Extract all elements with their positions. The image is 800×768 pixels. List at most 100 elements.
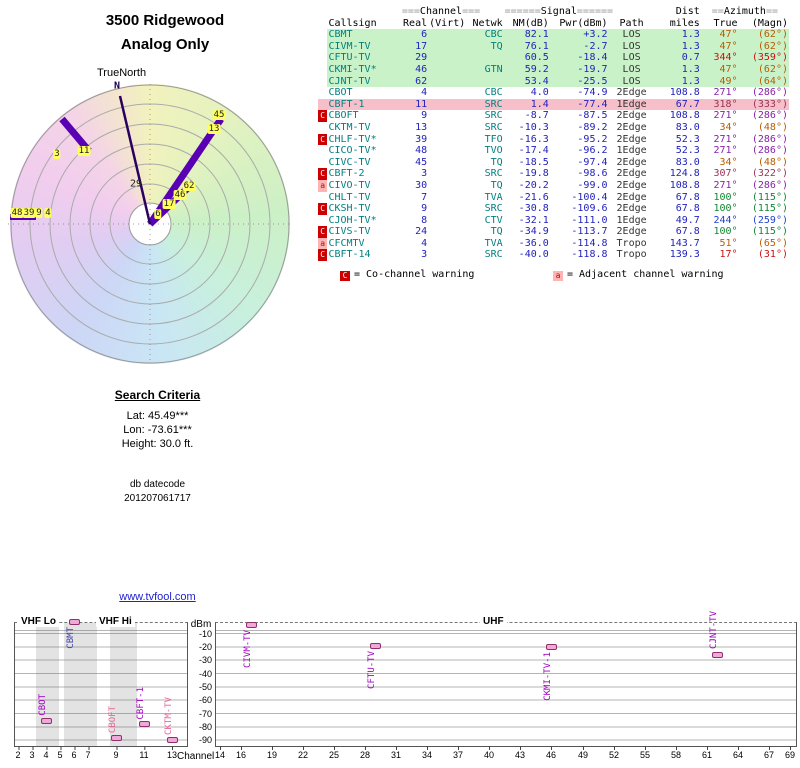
cell-network: TVO [484, 145, 503, 157]
cell-nm-db: 82.1 [524, 29, 549, 41]
warning-marker [318, 87, 327, 99]
cell-azimuth-magn: (48°) [757, 156, 788, 168]
tvfool-link[interactable]: www.tvfool.com [119, 591, 196, 603]
station-label: CBFT-1 [136, 687, 146, 720]
cell-virt-channel [428, 180, 462, 192]
cell-azimuth-magn: (286°) [751, 87, 788, 99]
table-row[interactable]: CHLT-TV 7 TVA -21.6 -100.4 2Edge 67.8 10… [318, 192, 789, 204]
longitude-value: Lon: -73.61*** [123, 424, 192, 436]
cell-pwr-dbm: +3.2 [583, 29, 608, 41]
table-row[interactable]: CBOT 4 CBC 4.0 -74.9 2Edge 108.8 271° (2… [318, 87, 789, 99]
table-row[interactable]: CKTM-TV 13 SRC -10.3 -89.2 2Edge 83.0 34… [318, 122, 789, 134]
cell-real-channel: 4 [421, 87, 428, 99]
table-row[interactable]: a CFCMTV 4 TVA -36.0 -114.8 Tropo 143.7 … [318, 237, 789, 250]
cell-azimuth-magn: (115°) [751, 226, 788, 238]
compass-north-label: N [113, 80, 121, 92]
cell-real-channel: 46 [415, 63, 428, 75]
table-row[interactable]: CBFT-1 11 SRC 1.4 -77.4 1Edge 67.7 318° … [318, 98, 789, 111]
cell-distance-miles: 52.3 [675, 133, 700, 145]
cell-network: TVA [484, 237, 503, 249]
table-row[interactable]: C CBFT-2 3 SRC -19.8 -98.6 2Edge 124.8 3… [318, 168, 789, 180]
y-tick: -90 [198, 735, 212, 745]
cell-network: TVA [484, 191, 503, 203]
cell-virt-channel [428, 145, 462, 157]
cell-distance-miles: 83.0 [675, 156, 700, 168]
height-value: Height: 30.0 ft. [121, 438, 194, 450]
cell-azimuth-true: 271° [713, 179, 738, 191]
cell-azimuth-true: 100° [713, 203, 738, 215]
table-row[interactable]: CBMT 6 CBC 82.1 +3.2 LOS 1.3 47° (62°) [318, 29, 789, 41]
table-row[interactable]: C CBOFT 9 SRC -8.7 -87.5 2Edge 108.8 271… [318, 110, 789, 122]
cell-nm-db: -8.7 [524, 110, 549, 122]
x-tick: 9 [113, 746, 119, 760]
warning-marker: C [318, 168, 328, 180]
cell-azimuth-magn: (259°) [751, 214, 788, 226]
cell-real-channel: 11 [415, 98, 428, 110]
x-tick: 14 [214, 746, 226, 760]
x-tick: 6 [71, 746, 77, 760]
cell-nm-db: 1.4 [530, 98, 549, 110]
cell-pwr-dbm: -89.2 [577, 121, 608, 133]
radar-channel-label: 45 [212, 110, 226, 120]
table-row[interactable]: a CIVO-TV 30 TQ -20.2 -99.0 2Edge 108.8 … [318, 179, 789, 192]
cell-virt-channel [428, 29, 462, 41]
table-row[interactable]: CICO-TV* 48 TVO -17.4 -96.2 1Edge 52.3 2… [318, 145, 789, 157]
y-tick: -20 [198, 642, 212, 652]
table-row[interactable]: C CIVS-TV 24 TQ -34.9 -113.7 2Edge 67.8 … [318, 226, 789, 238]
table-row[interactable]: CIVM-TV 17 TQ 76.1 -2.7 LOS 1.3 47° (62°… [318, 40, 789, 53]
cell-virt-channel [428, 134, 462, 146]
cell-real-channel: 3 [421, 168, 428, 180]
cell-callsign: CIVS-TV [328, 226, 371, 238]
table-row[interactable]: CKMI-TV* 46 GTN 59.2 -19.7 LOS 1.3 47° (… [318, 63, 789, 76]
cell-nm-db: -16.3 [518, 133, 549, 145]
table-row[interactable]: C CKSH-TV 9 SRC -30.8 -109.6 2Edge 67.8 … [318, 203, 789, 215]
gray-band [64, 623, 97, 746]
cell-path: 1Edge [616, 214, 647, 226]
x-tick: 52 [608, 746, 620, 760]
search-criteria: Search Criteria Lat: 45.49*** Lon: -73.6… [75, 388, 240, 451]
warning-marker [318, 40, 328, 53]
cell-callsign: CBOT [328, 87, 353, 99]
cell-real-channel: 24 [415, 226, 428, 238]
cell-pwr-dbm: -98.6 [577, 168, 608, 180]
cell-network: GTN [484, 63, 503, 75]
station-marker [370, 643, 381, 649]
cell-nm-db: -20.2 [518, 179, 549, 191]
cell-nm-db: -36.0 [518, 237, 549, 249]
table-header-groups: ===Channel=== ======Signal====== Dist ==… [318, 6, 789, 18]
cell-nm-db: -40.0 [518, 249, 549, 261]
table-row[interactable]: C CBFT-14 3 SRC -40.0 -118.8 Tropo 139.3… [318, 249, 789, 262]
cell-path: LOS [622, 75, 641, 87]
cell-callsign: CJNT-TV [328, 75, 371, 87]
warning-marker: C [318, 133, 328, 146]
cell-distance-miles: 108.8 [669, 179, 700, 191]
db-datecode: db datecode 201207061717 [75, 478, 240, 506]
y-tick: -60 [198, 695, 212, 705]
cell-nm-db: 53.4 [524, 75, 549, 87]
x-tick: 49 [577, 746, 589, 760]
x-tick: 11 [139, 746, 149, 760]
x-tick: 64 [732, 746, 744, 760]
table-row[interactable]: CIVC-TV 45 TQ -18.5 -97.4 2Edge 83.0 34°… [318, 157, 789, 169]
warning-marker [318, 157, 327, 169]
cell-pwr-dbm: -111.0 [571, 214, 608, 226]
cell-virt-channel [428, 168, 462, 180]
cell-azimuth-true: 47° [719, 40, 738, 52]
table-row[interactable]: CJNT-TV 62 53.4 -25.5 LOS 1.3 49° (64°) [318, 75, 789, 88]
table-row[interactable]: CFTU-TV 29 60.5 -18.4 LOS 0.7 344° (359°… [318, 52, 789, 64]
cell-distance-miles: 83.0 [675, 121, 700, 133]
adjacent-channel-warning-icon: a [553, 271, 563, 281]
cell-virt-channel [428, 76, 462, 88]
table-row[interactable]: C CHLF-TV* 39 TFO -16.3 -95.2 2Edge 52.3… [318, 133, 789, 146]
cell-path: 2Edge [616, 226, 647, 238]
cell-network: SRC [484, 98, 503, 110]
radar-channel-label: 46 [173, 190, 187, 200]
cell-path: 2Edge [616, 168, 647, 180]
cell-azimuth-magn: (286°) [751, 110, 788, 122]
dist-group-header: Dist [675, 6, 700, 17]
cell-azimuth-true: 17° [719, 249, 738, 261]
table-row[interactable]: CJOH-TV* 8 CTV -32.1 -111.0 1Edge 49.7 2… [318, 215, 789, 227]
radar-plot [8, 84, 292, 364]
cell-callsign: CFCMTV [328, 237, 365, 249]
x-tick: 28 [359, 746, 371, 760]
